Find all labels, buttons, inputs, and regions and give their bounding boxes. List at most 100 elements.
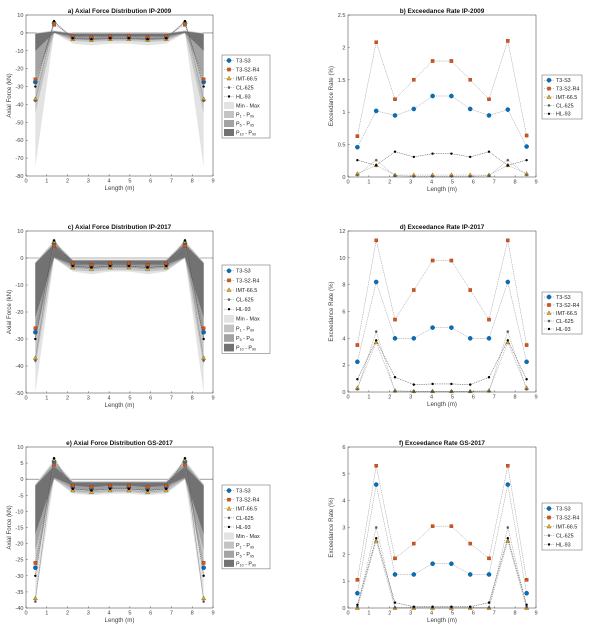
x-tick-label: 1 (367, 611, 370, 617)
series-line (357, 330, 527, 392)
data-point (52, 239, 56, 242)
y-tick-label: 0 (20, 477, 23, 483)
y-tick-label: 1 (342, 579, 345, 585)
legend-swatch (224, 559, 234, 567)
data-point (392, 572, 398, 577)
data-point (201, 561, 206, 565)
data-point (375, 339, 378, 342)
x-tick-label: 8 (191, 396, 194, 402)
data-point (393, 601, 397, 604)
legend-label: P1 - P99 (236, 543, 254, 549)
data-point (183, 457, 187, 460)
data-point (430, 59, 435, 63)
y-tick-label: 5 (20, 461, 23, 467)
data-point (356, 387, 359, 391)
series-HL-93 (356, 339, 528, 386)
data-point (71, 487, 74, 491)
x-tick-label: 3 (409, 395, 412, 401)
legend-swatch (224, 120, 234, 127)
data-point (90, 266, 93, 269)
data-point (468, 78, 472, 82)
y-tick-label: -70 (15, 156, 23, 162)
series-CL-625 (356, 158, 528, 178)
x-tick-label: 3 (87, 611, 90, 617)
legend-item-T3-S2-R4: T3-S2-R4 (544, 87, 579, 93)
data-point (393, 317, 397, 322)
x-tick-label: 5 (128, 179, 131, 185)
data-point (430, 93, 435, 99)
legend-label: P5 - P95 (236, 552, 254, 558)
chart-title: b) Exceedance Rate IP-2009 (400, 8, 485, 15)
data-point (467, 336, 473, 341)
y-axis-label: Exceedance Rate (%) (328, 497, 335, 557)
data-point (486, 336, 492, 341)
legend-label: HL-93 (556, 542, 571, 548)
x-tick-label: 1 (45, 396, 48, 402)
x-tick-label: 7 (170, 179, 173, 185)
data-point (468, 389, 472, 393)
legend-label: P10 - P90 (236, 561, 256, 567)
data-point (469, 605, 472, 608)
data-point (202, 85, 205, 88)
x-tick-label: 3 (87, 179, 90, 185)
data-point (127, 261, 131, 266)
legend-label: T3-S3 (556, 506, 571, 512)
y-tick-label: 4 (342, 499, 345, 505)
data-point (505, 279, 511, 285)
data-point (71, 483, 75, 488)
x-axis-label: Length (m) (427, 617, 457, 624)
y-tick-label: 2.5 (338, 13, 346, 19)
data-point (34, 85, 37, 88)
series-CL-625 (356, 330, 528, 393)
x-tick-label: 1 (367, 395, 370, 401)
plot-area (348, 231, 536, 392)
x-tick-label: 3 (87, 396, 90, 402)
legend-text: - P (244, 561, 253, 567)
y-axis-label: Exceedance Rate (%) (328, 281, 335, 341)
legend-label: T3-S2-R4 (556, 87, 579, 93)
series-line (35, 21, 204, 100)
y-tick-label: -30 (15, 337, 23, 343)
data-point (430, 325, 435, 330)
x-tick-label: 0 (346, 611, 349, 617)
series-line (35, 464, 204, 563)
legend-label: IMT-66.5 (556, 95, 577, 101)
legend-label: CL-625 (236, 516, 254, 522)
x-tick-label: 9 (211, 179, 214, 185)
y-tick-label: 0 (342, 390, 345, 396)
legend-item-T3-S3: T3-S3 (544, 506, 571, 512)
data-point (430, 561, 435, 567)
legend-item-T3-S2-R4: T3-S2-R4 (224, 67, 259, 73)
legend-item-band: P10 - P90 (224, 343, 256, 352)
chart-panel-c: 0 1 2 3 4 5 6 7 8 9 -50 -40 -30 -20 -10 0 10 c) Axial For… (6, 224, 271, 409)
data-point (374, 526, 378, 529)
data-point (487, 389, 491, 393)
data-point (33, 326, 38, 330)
legend-text: - P (242, 543, 251, 549)
data-point (525, 378, 528, 381)
data-point (525, 603, 528, 606)
legend-marker (227, 516, 231, 520)
legend-item-T3-S3: T3-S3 (544, 294, 571, 301)
series-T3-S3 (355, 279, 529, 365)
data-point (393, 376, 397, 379)
legend-marker (227, 278, 231, 283)
y-tick-label: -30 (15, 574, 23, 580)
y-tick-label: 8 (342, 283, 345, 289)
legend-item-band: P10 - P90 (224, 129, 256, 137)
legend-marker (547, 104, 551, 107)
chart-title: e) Axial Force Distribution GS-2017 (66, 440, 173, 447)
legend-item-T3-S2-R4: T3-S2-R4 (224, 278, 259, 284)
y-tick-label: 0 (20, 256, 23, 262)
x-tick-label: 8 (514, 180, 517, 186)
data-point (468, 174, 472, 178)
y-tick-label: -10 (15, 283, 23, 289)
y-tick-label: -5 (19, 493, 24, 499)
series-HL-93 (34, 20, 205, 88)
data-point (52, 20, 56, 23)
legend-marker (546, 77, 552, 83)
x-axis-label: Length (m) (427, 186, 457, 193)
legend-marker (547, 543, 551, 546)
legend-label: T3-S2-R4 (236, 498, 259, 504)
legend-item-HL-93: HL-93 (224, 307, 251, 313)
